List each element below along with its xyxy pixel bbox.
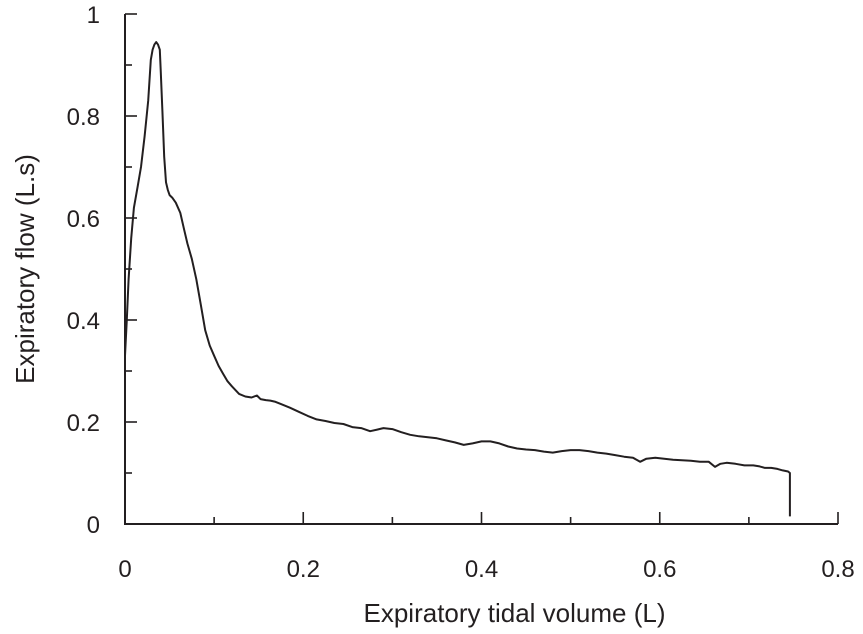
x-axis: 0 0.2 0.4 0.6 0.8: [118, 512, 855, 583]
y-ticks: 0 0.2 0.4 0.6 0.8 1: [67, 2, 137, 539]
x-tick-label: 0.2: [287, 556, 320, 583]
x-ticks: 0 0.2 0.4 0.6 0.8: [118, 512, 855, 583]
y-tick-label: 0.8: [67, 104, 100, 131]
x-axis-title: Expiratory tidal volume (L): [364, 598, 666, 628]
plot-area: [124, 41, 791, 517]
x-tick-label: 0.4: [465, 556, 498, 583]
y-tick-label: 0.2: [67, 410, 100, 437]
x-tick-label: 0: [118, 556, 131, 583]
y-axis-title: Expiratory flow (L.s): [10, 154, 40, 384]
y-tick-label: 1: [87, 2, 100, 29]
y-tick-label: 0: [87, 512, 100, 539]
flow-volume-curve: [124, 41, 791, 517]
x-tick-label: 0.8: [821, 556, 854, 583]
x-tick-label: 0.6: [643, 556, 676, 583]
y-axis: 0 0.2 0.4 0.6 0.8 1: [67, 2, 137, 539]
y-tick-label: 0.6: [67, 206, 100, 233]
y-tick-label: 0.4: [67, 308, 100, 335]
